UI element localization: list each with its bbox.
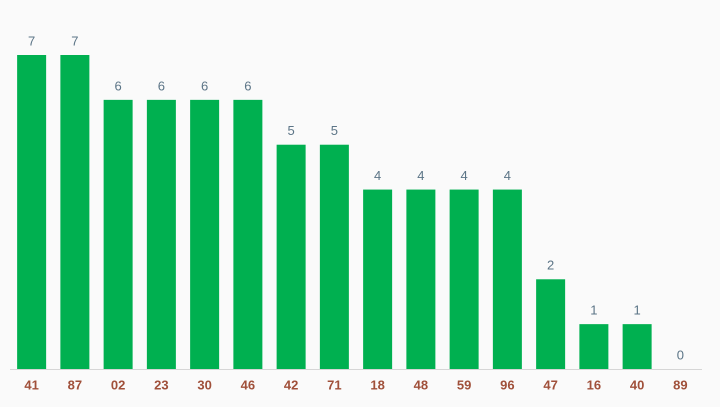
bar bbox=[17, 55, 47, 369]
value-label: 2 bbox=[547, 258, 554, 273]
value-label: 4 bbox=[374, 168, 381, 183]
bar bbox=[622, 324, 652, 369]
x-tick-label: 87 bbox=[68, 377, 82, 392]
x-tick-label: 18 bbox=[370, 377, 384, 392]
x-tick-label: 02 bbox=[111, 377, 125, 392]
x-tick-label: 46 bbox=[241, 377, 255, 392]
value-label: 4 bbox=[504, 168, 511, 183]
x-tick-label: 23 bbox=[154, 377, 168, 392]
bar bbox=[60, 55, 90, 369]
x-tick-label: 96 bbox=[500, 377, 514, 392]
bar bbox=[276, 144, 306, 369]
bar bbox=[449, 189, 479, 369]
value-label: 7 bbox=[71, 33, 78, 48]
x-tick-label: 71 bbox=[327, 377, 341, 392]
bar bbox=[190, 99, 220, 369]
value-label: 7 bbox=[28, 33, 35, 48]
bar bbox=[579, 324, 609, 369]
value-label: 6 bbox=[201, 78, 208, 93]
bar bbox=[363, 189, 393, 369]
bar bbox=[233, 99, 263, 369]
x-tick-label: 59 bbox=[457, 377, 471, 392]
value-label: 6 bbox=[158, 78, 165, 93]
x-tick-label: 47 bbox=[543, 377, 557, 392]
value-label: 6 bbox=[115, 78, 122, 93]
x-tick-label: 16 bbox=[587, 377, 601, 392]
value-label: 6 bbox=[244, 78, 251, 93]
bar bbox=[536, 279, 566, 369]
value-label: 1 bbox=[634, 303, 641, 318]
x-tick-label: 48 bbox=[414, 377, 428, 392]
value-label: 5 bbox=[331, 123, 338, 138]
x-tick-label: 41 bbox=[24, 377, 38, 392]
bar bbox=[319, 144, 349, 369]
bar bbox=[146, 99, 176, 369]
x-tick-label: 89 bbox=[673, 377, 687, 392]
value-label: 4 bbox=[417, 168, 424, 183]
bar bbox=[492, 189, 522, 369]
bar bbox=[103, 99, 133, 369]
value-label: 0 bbox=[677, 347, 684, 362]
x-tick-label: 40 bbox=[630, 377, 644, 392]
value-label: 4 bbox=[461, 168, 468, 183]
x-tick-label: 42 bbox=[284, 377, 298, 392]
value-label: 5 bbox=[288, 123, 295, 138]
value-label: 1 bbox=[590, 303, 597, 318]
bar bbox=[406, 189, 436, 369]
x-tick-label: 30 bbox=[197, 377, 211, 392]
